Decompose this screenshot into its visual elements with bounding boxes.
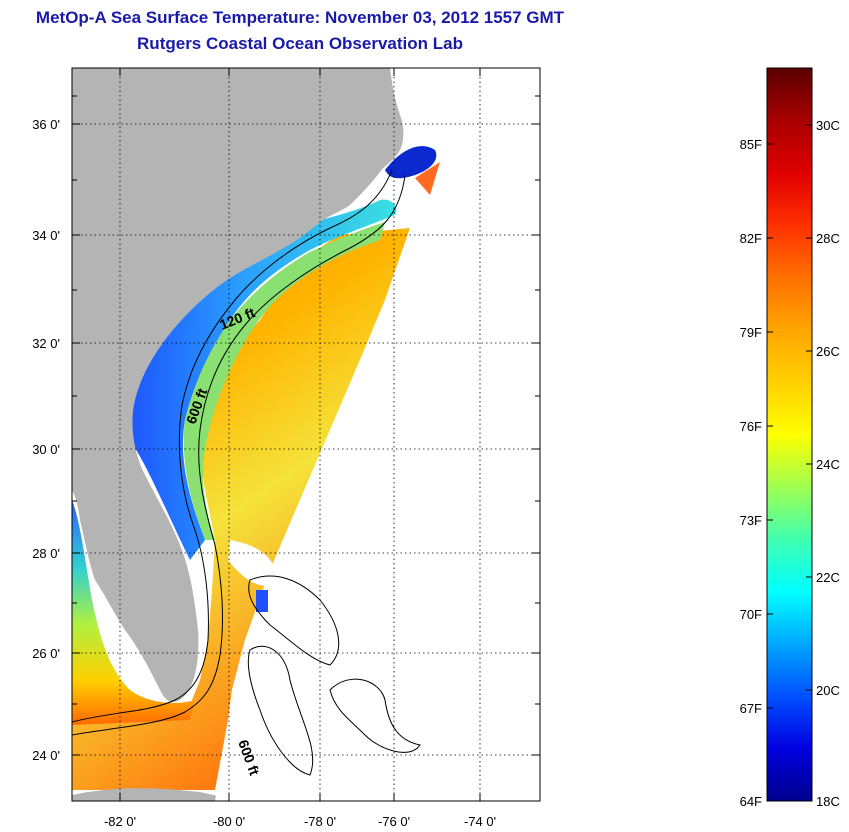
lat-label-34: 34 0' xyxy=(32,228,60,243)
lon-label-74: -74 0' xyxy=(464,814,496,829)
colorbar-f-70: 70F xyxy=(740,607,762,622)
colorbar-f-73: 73F xyxy=(740,513,762,528)
lat-label-24: 24 0' xyxy=(32,748,60,763)
sst-westflorida xyxy=(72,500,195,725)
lat-label-32: 32 0' xyxy=(32,336,60,351)
colorbar-c-24: 24C xyxy=(816,457,840,472)
lon-label-76: -76 0' xyxy=(378,814,410,829)
contour-120ft xyxy=(72,169,393,723)
sst-map: 120 ft 600 ft 600 ft xyxy=(72,68,540,801)
colorbar-f-76: 76F xyxy=(740,419,762,434)
lat-label-26: 26 0' xyxy=(32,646,60,661)
lon-label-80: -80 0' xyxy=(213,814,245,829)
colorbar-f-85: 85F xyxy=(740,137,762,152)
colorbar-c-22: 22C xyxy=(816,570,840,585)
colorbar-c-28: 28C xyxy=(816,231,840,246)
lat-label-36: 36 0' xyxy=(32,117,60,132)
colorbar-c-30: 30C xyxy=(816,118,840,133)
lon-label-78: -78 0' xyxy=(304,814,336,829)
lat-label-28: 28 0' xyxy=(32,546,60,561)
sst-shelf-mid xyxy=(183,222,385,540)
colorbar-f-67: 67F xyxy=(740,701,762,716)
colorbar-c-26: 26C xyxy=(816,344,840,359)
contour-600ft xyxy=(72,174,406,736)
colorbar-f-64: 64F xyxy=(740,794,762,809)
lat-ticks xyxy=(72,95,540,756)
colorbar-f-82: 82F xyxy=(740,231,762,246)
colorbar-f-79: 79F xyxy=(740,325,762,340)
lon-label-82: -82 0' xyxy=(104,814,136,829)
map-title: MetOp-A Sea Surface Temperature: Novembe… xyxy=(35,8,565,27)
colorbar-gradient xyxy=(766,67,813,802)
sst-swath-warm xyxy=(72,228,410,790)
map-frame xyxy=(71,67,541,802)
map-subtitle: Rutgers Coastal Ocean Observation Lab xyxy=(137,34,463,53)
lon-ticks xyxy=(119,68,481,801)
lat-label-30: 30 0' xyxy=(32,442,60,457)
colorbar: 85F 82F 79F 76F 73F 70F 67F 64F 30C 28C … xyxy=(740,67,840,809)
land-us-southeast xyxy=(72,68,404,702)
sst-pamlico-cool xyxy=(385,146,437,179)
colorbar-c-18: 18C xyxy=(816,794,840,809)
colorbar-c-20: 20C xyxy=(816,683,840,698)
